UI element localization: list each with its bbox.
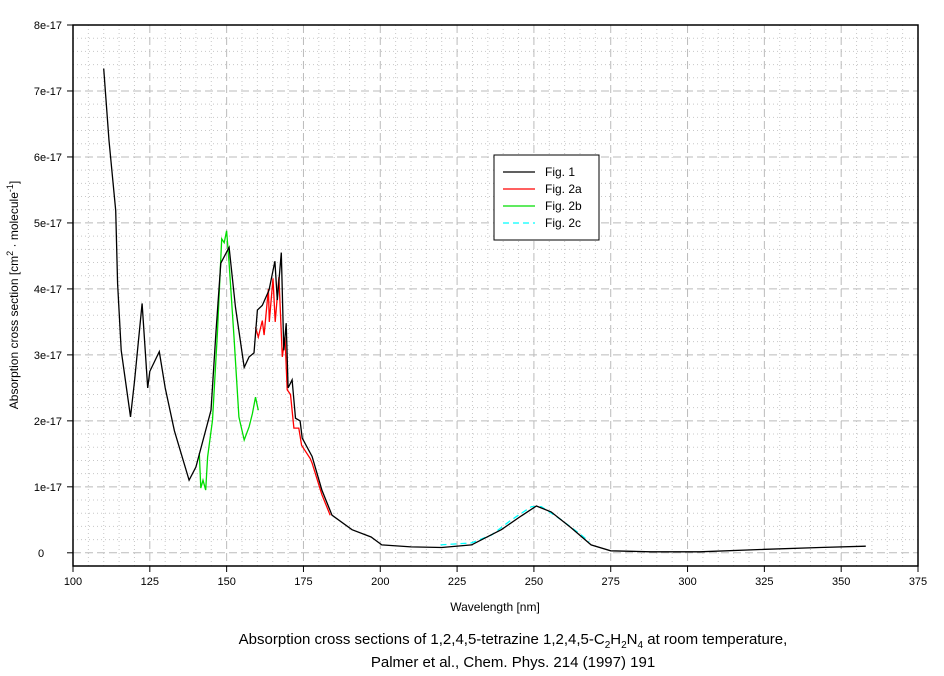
series-line-fig-2c <box>440 505 590 546</box>
legend-label: Fig. 2c <box>545 216 581 230</box>
grid <box>73 25 918 567</box>
caption-line-2: Palmer et al., Chem. Phys. 214 (1997) 19… <box>371 654 655 671</box>
x-tick-label: 350 <box>832 576 850 588</box>
series-line-fig-2b <box>198 230 259 491</box>
x-tick-label: 100 <box>64 576 82 588</box>
y-tick-label: 7e-17 <box>34 86 62 98</box>
plot-frame <box>72 24 919 567</box>
x-tick-label: 275 <box>602 576 620 588</box>
x-tick-label: 325 <box>755 576 773 588</box>
x-tick-label: 200 <box>371 576 389 588</box>
legend: Fig. 1 Fig. 2a Fig. 2b Fig. 2c <box>493 154 600 241</box>
series-group <box>103 68 866 553</box>
x-tick-label: 125 <box>141 576 159 588</box>
y-axis-label: Absorption cross section [cm2 · molecule… <box>5 181 21 409</box>
x-axis-label: Wavelength [nm] <box>450 600 540 614</box>
x-tick-label: 150 <box>217 576 235 588</box>
x-tick-label: 225 <box>448 576 466 588</box>
x-tick-label: 175 <box>294 576 312 588</box>
y-tick-label: 6e-17 <box>34 152 62 164</box>
y-tick-label: 2e-17 <box>34 416 62 428</box>
y-tick-label: 8e-17 <box>34 20 62 32</box>
y-tick-label: 0 <box>38 548 44 560</box>
caption-line-1: Absorption cross sections of 1,2,4,5-tet… <box>239 631 788 651</box>
y-tick-label: 4e-17 <box>34 284 62 296</box>
y-tick-label: 5e-17 <box>34 218 62 230</box>
y-tick-label: 1e-17 <box>34 482 62 494</box>
series-line-fig-1 <box>103 68 866 553</box>
x-tick-label: 300 <box>678 576 696 588</box>
y-tick-label: 3e-17 <box>34 350 62 362</box>
legend-label: Fig. 1 <box>545 165 575 179</box>
x-tick-label: 375 <box>909 576 927 588</box>
legend-box <box>493 154 600 241</box>
legend-label: Fig. 2b <box>545 199 582 213</box>
x-tick-label: 250 <box>525 576 543 588</box>
axis-ticks: 100 125 150 175 200 225 250 275 300 325 350 375 0 1e-… <box>34 20 927 588</box>
legend-label: Fig. 2a <box>545 182 582 196</box>
